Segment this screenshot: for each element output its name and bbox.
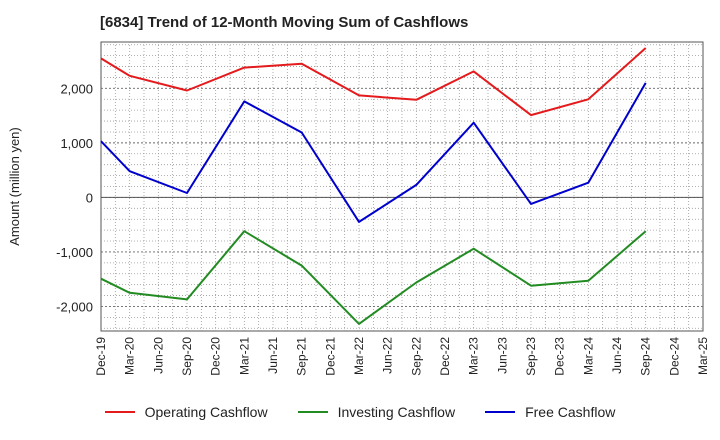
x-tick-label: Sep-20 xyxy=(180,337,194,376)
y-tick-label: 2,000 xyxy=(60,81,93,96)
x-tick-label: Dec-21 xyxy=(323,337,337,376)
x-tick-label: Jun-22 xyxy=(381,337,395,374)
x-tick-label: Jun-20 xyxy=(151,337,165,374)
x-tick-label: Mar-24 xyxy=(581,337,595,375)
legend-swatch xyxy=(104,411,135,413)
x-tick-label: Sep-23 xyxy=(524,337,538,376)
y-axis-label: Amount (million yen) xyxy=(7,127,22,246)
chart-title: [6834] Trend of 12-Month Moving Sum of C… xyxy=(100,14,469,31)
x-tick-label: Jun-21 xyxy=(266,337,280,374)
operating-cashflow-line xyxy=(100,47,647,117)
y-tick-label: -2,000 xyxy=(56,299,93,314)
x-tick-label: Sep-22 xyxy=(409,337,423,376)
y-tick-label: 0 xyxy=(86,190,93,205)
x-tick-label: Dec-23 xyxy=(553,337,567,376)
x-tick-label: Jun-23 xyxy=(495,337,509,374)
x-tick-label: Mar-25 xyxy=(696,337,710,375)
x-tick-label: Mar-22 xyxy=(352,337,366,375)
x-tick-label: Mar-20 xyxy=(123,337,137,375)
x-tick-label: Dec-24 xyxy=(667,337,681,376)
legend-label: Operating Cashflow xyxy=(144,404,268,420)
legend-swatch xyxy=(297,411,328,413)
legend-item-free-cashflow: Free Cashflow xyxy=(485,404,615,420)
free-cashflow-line xyxy=(100,82,647,223)
legend-swatch xyxy=(485,411,516,413)
legend-label: Investing Cashflow xyxy=(337,404,456,420)
x-tick-label: Sep-21 xyxy=(295,337,309,376)
y-tick-label: -1,000 xyxy=(56,245,93,260)
x-tick-label: Dec-19 xyxy=(94,337,108,376)
x-tick-label: Sep-24 xyxy=(639,337,653,376)
y-tick-label: 1,000 xyxy=(60,136,93,151)
x-tick-label: Mar-21 xyxy=(237,337,251,375)
investing-cashflow-line xyxy=(100,230,647,325)
x-tick-label: Mar-23 xyxy=(467,337,481,375)
legend-item-operating-cashflow: Operating Cashflow xyxy=(104,404,268,420)
x-tick-label: Dec-20 xyxy=(209,337,223,376)
chart-legend: Operating Cashflow Investing Cashflow Free… xyxy=(0,404,720,420)
x-tick-label: Jun-24 xyxy=(610,337,624,374)
legend-item-investing-cashflow: Investing Cashflow xyxy=(297,404,456,420)
legend-label: Free Cashflow xyxy=(525,404,616,420)
x-tick-label: Dec-22 xyxy=(438,337,452,376)
